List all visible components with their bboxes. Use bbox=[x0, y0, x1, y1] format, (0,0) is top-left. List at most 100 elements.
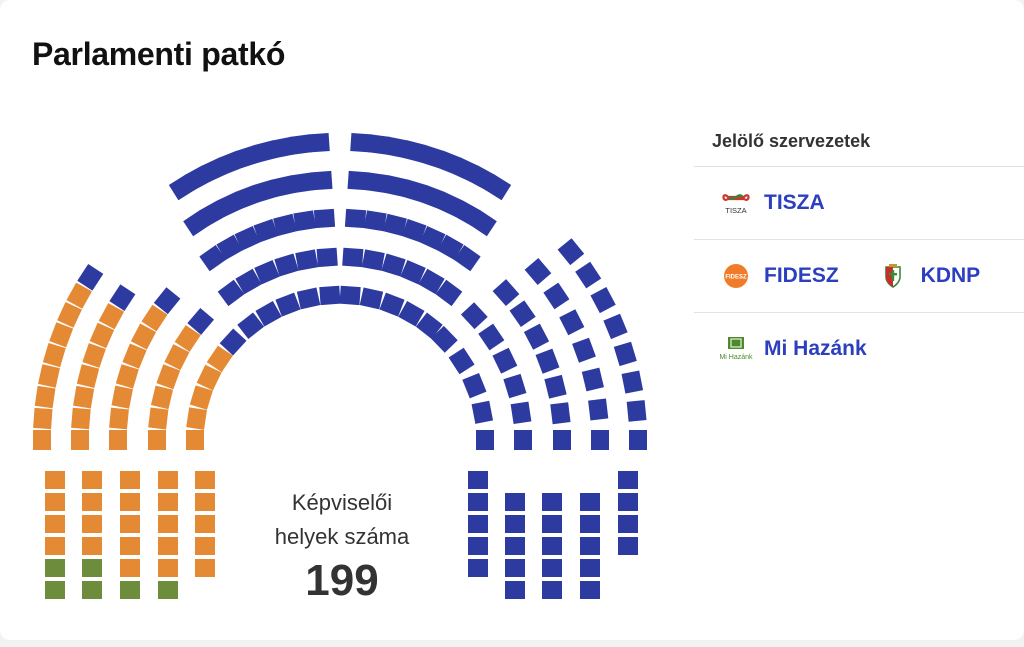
seat-tisza bbox=[618, 515, 638, 533]
seat-tisza bbox=[503, 373, 527, 399]
seat-tisza bbox=[296, 287, 321, 310]
seat-tisza bbox=[476, 430, 494, 450]
seat-tisza bbox=[629, 430, 647, 450]
seat-tisza bbox=[603, 313, 628, 340]
seat-tisza bbox=[339, 285, 361, 306]
seat-mihazank bbox=[45, 581, 65, 599]
svg-text:FIDESZ: FIDESZ bbox=[725, 275, 747, 281]
party-mihazank[interactable]: Mi Hazánk Mi Hazánk bbox=[718, 334, 867, 364]
seat-count-label-line1: Képviselői bbox=[291, 490, 393, 515]
seat-fidesz bbox=[82, 537, 102, 555]
seat-fidesz bbox=[76, 364, 100, 389]
seat-tisza bbox=[364, 210, 387, 232]
seat-tisza bbox=[544, 374, 567, 399]
seat-tisza bbox=[478, 323, 505, 351]
party-fidesz[interactable]: FIDESZ FIDESZ bbox=[718, 261, 839, 291]
seat-tisza bbox=[580, 581, 600, 599]
seat-fidesz bbox=[109, 430, 127, 450]
seat-tisza bbox=[543, 282, 570, 310]
seat-tisza bbox=[580, 493, 600, 511]
seat-tisza bbox=[319, 285, 341, 306]
seat-fidesz bbox=[82, 343, 106, 368]
seat-tisza bbox=[470, 210, 497, 237]
tisza-infinity-logo: TISZA bbox=[722, 194, 750, 215]
seat-tisza bbox=[235, 268, 262, 295]
mi-hazank-flag-logo: Mi Hazánk bbox=[719, 337, 753, 361]
seat-tisza bbox=[419, 144, 445, 169]
seat-tisza bbox=[153, 287, 181, 315]
seat-tisza bbox=[402, 179, 427, 203]
seat-fidesz bbox=[206, 345, 233, 373]
seat-fidesz bbox=[45, 515, 65, 533]
seat-tisza bbox=[271, 136, 295, 159]
seat-fidesz bbox=[164, 344, 190, 371]
seat-count-label-line2: helyek száma bbox=[274, 524, 410, 549]
seat-fidesz bbox=[66, 282, 92, 309]
seat-tisza bbox=[454, 200, 481, 226]
seat-tisza bbox=[575, 261, 602, 289]
seat-tisza bbox=[381, 253, 406, 277]
party-tisza[interactable]: TISZA TISZA bbox=[718, 188, 825, 218]
seat-fidesz bbox=[82, 471, 102, 489]
seat-tisza bbox=[272, 175, 296, 198]
seat-tisza bbox=[183, 210, 210, 237]
seat-tisza bbox=[365, 172, 389, 194]
seat-tisza bbox=[219, 328, 247, 356]
seat-tisza bbox=[542, 493, 562, 511]
seat-tisza bbox=[311, 170, 333, 191]
seat-fidesz bbox=[156, 364, 181, 390]
seat-tisza bbox=[216, 192, 243, 217]
seat-tisza bbox=[505, 581, 525, 599]
fidesz-logo: FIDESZ bbox=[724, 264, 748, 288]
seat-tisza bbox=[274, 253, 299, 277]
seat-fidesz bbox=[120, 559, 140, 577]
seat-tisza bbox=[618, 493, 638, 511]
seat-tisza bbox=[290, 134, 313, 155]
seat-tisza bbox=[468, 537, 488, 555]
seat-fidesz bbox=[120, 515, 140, 533]
seat-fidesz bbox=[34, 385, 56, 409]
seat-mihazank bbox=[158, 581, 178, 599]
seat-tisza bbox=[435, 279, 463, 307]
seat-tisza bbox=[384, 175, 408, 198]
seat-tisza bbox=[505, 515, 525, 533]
seat-tisza bbox=[275, 292, 301, 317]
seat-fidesz bbox=[186, 407, 207, 430]
seat-fidesz bbox=[49, 322, 74, 348]
seat-tisza bbox=[342, 247, 364, 268]
seat-tisza bbox=[308, 133, 330, 153]
seat-tisza bbox=[460, 302, 488, 330]
seat-tisza bbox=[505, 493, 525, 511]
party-kdnp[interactable]: KDNP bbox=[875, 261, 980, 291]
seat-fidesz bbox=[120, 471, 140, 489]
seat-fidesz bbox=[186, 430, 204, 450]
seat-tisza bbox=[505, 537, 525, 555]
seat-mihazank bbox=[45, 559, 65, 577]
seat-tisza bbox=[484, 174, 512, 201]
seat-fidesz bbox=[71, 430, 89, 450]
seat-fidesz bbox=[148, 407, 169, 430]
seat-fidesz bbox=[196, 364, 222, 391]
seat-tisza bbox=[510, 401, 532, 425]
seat-tisza bbox=[295, 249, 319, 271]
seat-tisza bbox=[361, 249, 385, 271]
seat-tisza bbox=[187, 307, 215, 335]
seat-fidesz bbox=[33, 407, 53, 430]
party-name-mihazank: Mi Hazánk bbox=[764, 337, 867, 360]
seat-fidesz bbox=[45, 493, 65, 511]
svg-text:Mi Hazánk: Mi Hazánk bbox=[719, 354, 753, 361]
seat-fidesz bbox=[45, 471, 65, 489]
seat-tisza bbox=[505, 559, 525, 577]
seat-fidesz bbox=[71, 407, 91, 430]
seat-fidesz bbox=[111, 385, 133, 409]
seat-tisza bbox=[542, 537, 562, 555]
seat-fidesz bbox=[195, 471, 215, 489]
seat-tisza bbox=[618, 471, 638, 489]
seat-tisza bbox=[559, 309, 585, 336]
seat-tisza bbox=[580, 515, 600, 533]
seat-tisza bbox=[437, 234, 464, 261]
seat-tisza bbox=[462, 373, 487, 399]
party-legend: Jelölő szervezetek TISZA TISZA FIDESZ FI… bbox=[694, 118, 1024, 385]
legend-row-tisza: TISZA TISZA bbox=[694, 167, 1024, 240]
seat-tisza bbox=[572, 337, 596, 363]
